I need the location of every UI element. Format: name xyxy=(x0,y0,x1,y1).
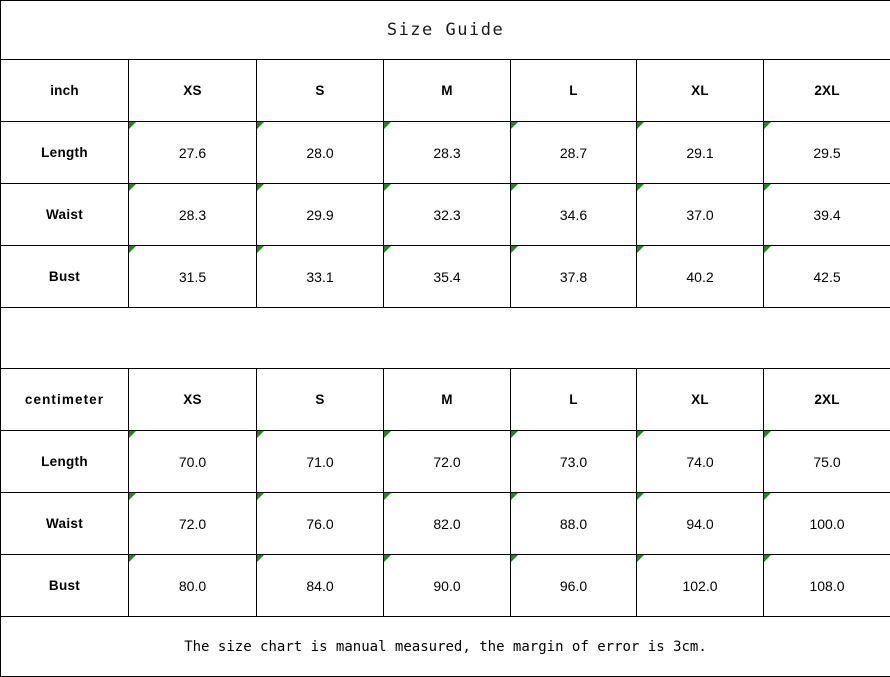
cell-bust-cm-s: 84.0 xyxy=(257,555,384,617)
cell-waist-cm-xl: 94.0 xyxy=(637,493,764,555)
centimeter-header-row: centimeter XS S M L XL 2XL xyxy=(1,369,890,431)
cell-waist-cm-xs: 72.0 xyxy=(129,493,257,555)
unit-label-inch: inch xyxy=(1,60,129,122)
cell-waist-inch-xl: 37.0 xyxy=(637,184,764,246)
cell-waist-inch-m: 32.3 xyxy=(384,184,511,246)
cell-bust-inch-2xl: 42.5 xyxy=(764,246,890,308)
title-row: Size Guide xyxy=(1,1,890,60)
size-header-cm-xs: XS xyxy=(129,369,257,431)
cell-bust-cm-l: 96.0 xyxy=(511,555,637,617)
measurement-disclaimer: The size chart is manual measured, the m… xyxy=(1,617,890,677)
cell-length-inch-2xl: 29.5 xyxy=(764,122,890,184)
table-row: Bust 80.0 84.0 90.0 96.0 102.0 108.0 xyxy=(1,555,890,617)
cell-bust-inch-xs: 31.5 xyxy=(129,246,257,308)
cell-waist-inch-s: 29.9 xyxy=(257,184,384,246)
cell-length-cm-m: 72.0 xyxy=(384,431,511,493)
size-header-cm-xl: XL xyxy=(637,369,764,431)
table-row: Length 70.0 71.0 72.0 73.0 74.0 75.0 xyxy=(1,431,890,493)
cell-waist-inch-2xl: 39.4 xyxy=(764,184,890,246)
table-spacer-row xyxy=(1,308,890,369)
size-header-cm-2xl: 2XL xyxy=(764,369,890,431)
cell-bust-cm-xs: 80.0 xyxy=(129,555,257,617)
measure-label-waist-cm: Waist xyxy=(1,493,129,555)
cell-waist-inch-l: 34.6 xyxy=(511,184,637,246)
cell-bust-cm-2xl: 108.0 xyxy=(764,555,890,617)
cell-waist-cm-s: 76.0 xyxy=(257,493,384,555)
cell-bust-inch-xl: 40.2 xyxy=(637,246,764,308)
cell-bust-inch-s: 33.1 xyxy=(257,246,384,308)
inch-header-row: inch XS S M L XL 2XL xyxy=(1,60,890,122)
table-row: Waist 28.3 29.9 32.3 34.6 37.0 39.4 xyxy=(1,184,890,246)
size-header-2xl: 2XL xyxy=(764,60,890,122)
cell-waist-cm-m: 82.0 xyxy=(384,493,511,555)
unit-label-centimeter: centimeter xyxy=(1,369,129,431)
cell-bust-inch-l: 37.8 xyxy=(511,246,637,308)
size-header-cm-m: M xyxy=(384,369,511,431)
footer-note-row: The size chart is manual measured, the m… xyxy=(1,617,890,677)
cell-bust-cm-m: 90.0 xyxy=(384,555,511,617)
size-header-s: S xyxy=(257,60,384,122)
cell-waist-cm-2xl: 100.0 xyxy=(764,493,890,555)
size-header-m: M xyxy=(384,60,511,122)
cell-length-cm-l: 73.0 xyxy=(511,431,637,493)
cell-length-cm-2xl: 75.0 xyxy=(764,431,890,493)
size-header-xl: XL xyxy=(637,60,764,122)
table-row: Length 27.6 28.0 28.3 28.7 29.1 29.5 xyxy=(1,122,890,184)
cell-length-cm-xs: 70.0 xyxy=(129,431,257,493)
spacer-cell xyxy=(1,308,890,369)
table-row: Waist 72.0 76.0 82.0 88.0 94.0 100.0 xyxy=(1,493,890,555)
cell-waist-cm-l: 88.0 xyxy=(511,493,637,555)
cell-length-inch-m: 28.3 xyxy=(384,122,511,184)
cell-length-cm-s: 71.0 xyxy=(257,431,384,493)
page-title: Size Guide xyxy=(1,1,890,60)
size-header-cm-l: L xyxy=(511,369,637,431)
cell-length-inch-s: 28.0 xyxy=(257,122,384,184)
measure-label-waist-inch: Waist xyxy=(1,184,129,246)
cell-bust-cm-xl: 102.0 xyxy=(637,555,764,617)
cell-length-inch-l: 28.7 xyxy=(511,122,637,184)
size-header-l: L xyxy=(511,60,637,122)
cell-length-cm-xl: 74.0 xyxy=(637,431,764,493)
measure-label-bust-inch: Bust xyxy=(1,246,129,308)
cell-length-inch-xs: 27.6 xyxy=(129,122,257,184)
measure-label-length-inch: Length xyxy=(1,122,129,184)
measure-label-bust-cm: Bust xyxy=(1,555,129,617)
table-row: Bust 31.5 33.1 35.4 37.8 40.2 42.5 xyxy=(1,246,890,308)
size-header-cm-s: S xyxy=(257,369,384,431)
size-header-xs: XS xyxy=(129,60,257,122)
cell-length-inch-xl: 29.1 xyxy=(637,122,764,184)
measure-label-length-cm: Length xyxy=(1,431,129,493)
cell-bust-inch-m: 35.4 xyxy=(384,246,511,308)
cell-waist-inch-xs: 28.3 xyxy=(129,184,257,246)
